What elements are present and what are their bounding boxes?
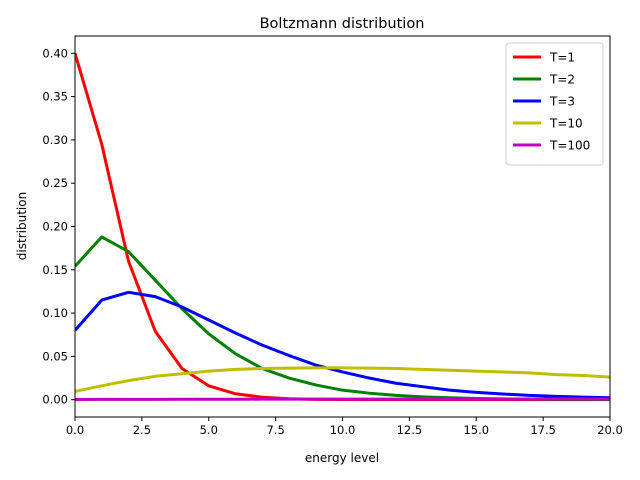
legend-label: T=100 — [549, 139, 590, 153]
x-tick-label: 0.0 — [66, 423, 84, 437]
y-tick-label: 0.30 — [42, 133, 68, 147]
x-tick-label: 17.5 — [530, 423, 556, 437]
legend-label: T=3 — [549, 95, 575, 109]
x-tick-label: 5.0 — [200, 423, 218, 437]
series-line-t-3 — [75, 290, 610, 400]
y-tick-label: 0.25 — [42, 176, 68, 190]
y-tick-label: 0.05 — [42, 349, 68, 363]
x-axis: 0.0 2.5 5.0 7.5 10.0 12.5 15.0 17.5 20.0 — [66, 417, 623, 437]
plot-area — [75, 52, 610, 402]
chart-title: Boltzmann distribution — [260, 16, 425, 32]
series-line-t-10 — [75, 366, 610, 393]
x-tick-label: 10.0 — [330, 423, 356, 437]
x-tick-label: 2.5 — [133, 423, 151, 437]
x-tick-label: 20.0 — [597, 423, 623, 437]
x-tick-label: 15.0 — [463, 423, 489, 437]
y-axis: 0.00 0.05 0.10 0.15 0.20 0.25 0.30 0.35 0.40 — [42, 46, 75, 407]
x-tick-label: 7.5 — [266, 423, 284, 437]
legend-label: T=10 — [549, 117, 583, 131]
legend-box — [505, 42, 604, 166]
x-tick-label: 12.5 — [397, 423, 423, 437]
y-tick-label: 0.20 — [42, 220, 68, 234]
legend: T=1 T=2 T=3 T=10 T=100 — [505, 42, 604, 166]
x-axis-label: energy level — [305, 451, 379, 465]
y-tick-label: 0.15 — [42, 263, 68, 277]
y-tick-label: 0.10 — [42, 306, 68, 320]
y-tick-label: 0.35 — [42, 90, 68, 104]
legend-label: T=2 — [549, 73, 575, 87]
series-line-t-100 — [75, 397, 610, 402]
y-tick-label: 0.40 — [42, 46, 68, 60]
legend-label: T=1 — [549, 51, 575, 65]
y-tick-label: 0.00 — [42, 393, 68, 407]
y-axis-label: distribution — [15, 192, 29, 260]
